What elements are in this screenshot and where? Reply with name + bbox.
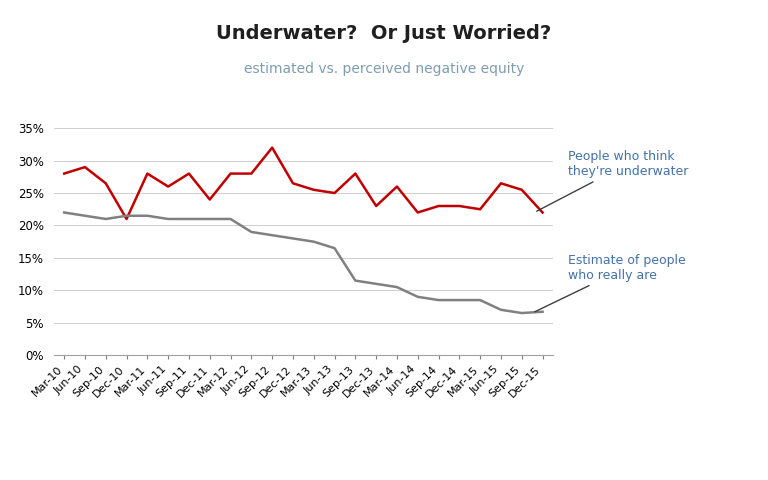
Text: Estimate of people
who really are: Estimate of people who really are <box>535 253 685 312</box>
Legend: NHS Perceived Equity, CoreLogic Estimated Actual Equity: NHS Perceived Equity, CoreLogic Estimate… <box>0 475 460 480</box>
Text: estimated vs. perceived negative equity: estimated vs. perceived negative equity <box>243 62 525 76</box>
Text: Underwater?  Or Just Worried?: Underwater? Or Just Worried? <box>217 24 551 43</box>
Text: People who think
they're underwater: People who think they're underwater <box>537 150 688 211</box>
